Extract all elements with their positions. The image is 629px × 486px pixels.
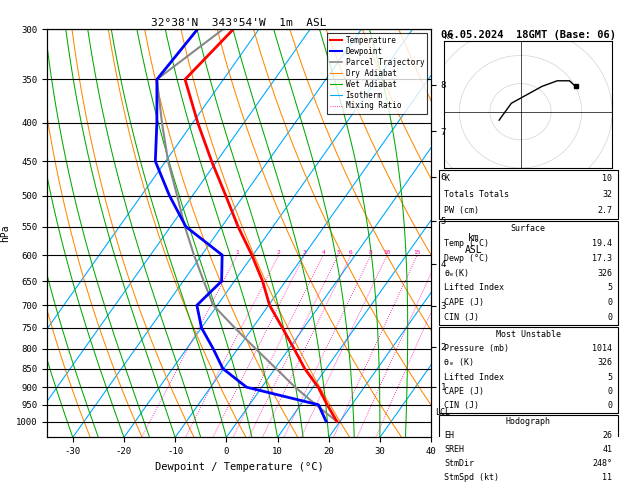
Text: 3: 3 [303,250,306,255]
Text: 8: 8 [369,250,373,255]
Text: 6: 6 [349,250,353,255]
Text: 1014: 1014 [593,344,612,353]
Text: SREH: SREH [444,445,464,454]
Text: 326: 326 [598,269,612,278]
Text: 41: 41 [602,445,612,454]
Text: 2.7: 2.7 [598,207,612,215]
Text: 15: 15 [413,250,421,255]
Text: PW (cm): PW (cm) [444,207,479,215]
Text: Lifted Index: Lifted Index [444,373,504,382]
Text: EH: EH [444,431,454,440]
Text: CIN (J): CIN (J) [444,401,479,410]
FancyBboxPatch shape [438,170,618,219]
Text: 5: 5 [337,250,340,255]
Text: 4: 4 [321,250,325,255]
Text: 5: 5 [607,373,612,382]
Text: 32: 32 [602,190,612,199]
Text: 0: 0 [607,387,612,396]
Text: Hodograph: Hodograph [506,417,550,426]
FancyBboxPatch shape [438,415,618,485]
Text: CIN (J): CIN (J) [444,313,479,322]
Text: Lifted Index: Lifted Index [444,283,504,293]
Text: StmSpd (kt): StmSpd (kt) [444,473,499,482]
Text: Surface: Surface [511,224,546,233]
Text: K: K [444,174,449,183]
Text: 19.4: 19.4 [593,239,612,248]
Text: 11: 11 [602,473,612,482]
X-axis label: Dewpoint / Temperature (°C): Dewpoint / Temperature (°C) [155,462,323,472]
FancyBboxPatch shape [438,221,618,325]
Text: Dewp (°C): Dewp (°C) [444,254,489,263]
Text: 1: 1 [235,250,239,255]
Text: StmDir: StmDir [444,459,474,468]
Text: Pressure (mb): Pressure (mb) [444,344,509,353]
Text: 326: 326 [598,358,612,367]
Text: Mixing Ratio (g/kg): Mixing Ratio (g/kg) [472,186,482,281]
Text: 10: 10 [383,250,391,255]
Text: 0: 0 [607,313,612,322]
Text: 0: 0 [607,298,612,307]
Text: 10: 10 [602,174,612,183]
Text: 0: 0 [607,401,612,410]
Text: 17.3: 17.3 [593,254,612,263]
Text: LCL: LCL [435,408,450,417]
Text: 06.05.2024  18GMT (Base: 06): 06.05.2024 18GMT (Base: 06) [441,30,616,40]
Text: 5: 5 [607,283,612,293]
Text: CAPE (J): CAPE (J) [444,298,484,307]
Text: θₑ (K): θₑ (K) [444,358,474,367]
Text: CAPE (J): CAPE (J) [444,387,484,396]
Text: θₑ(K): θₑ(K) [444,269,469,278]
Text: 26: 26 [602,431,612,440]
Y-axis label: hPa: hPa [1,225,11,242]
Y-axis label: km
ASL: km ASL [465,233,483,255]
Title: 32°38'N  343°54'W  1m  ASL: 32°38'N 343°54'W 1m ASL [152,18,327,28]
FancyBboxPatch shape [438,327,618,413]
Text: Totals Totals: Totals Totals [444,190,509,199]
Text: 248°: 248° [593,459,612,468]
Text: Most Unstable: Most Unstable [496,330,560,339]
Text: Temp (°C): Temp (°C) [444,239,489,248]
Legend: Temperature, Dewpoint, Parcel Trajectory, Dry Adiabat, Wet Adiabat, Isotherm, Mi: Temperature, Dewpoint, Parcel Trajectory… [327,33,427,114]
Text: 2: 2 [277,250,281,255]
